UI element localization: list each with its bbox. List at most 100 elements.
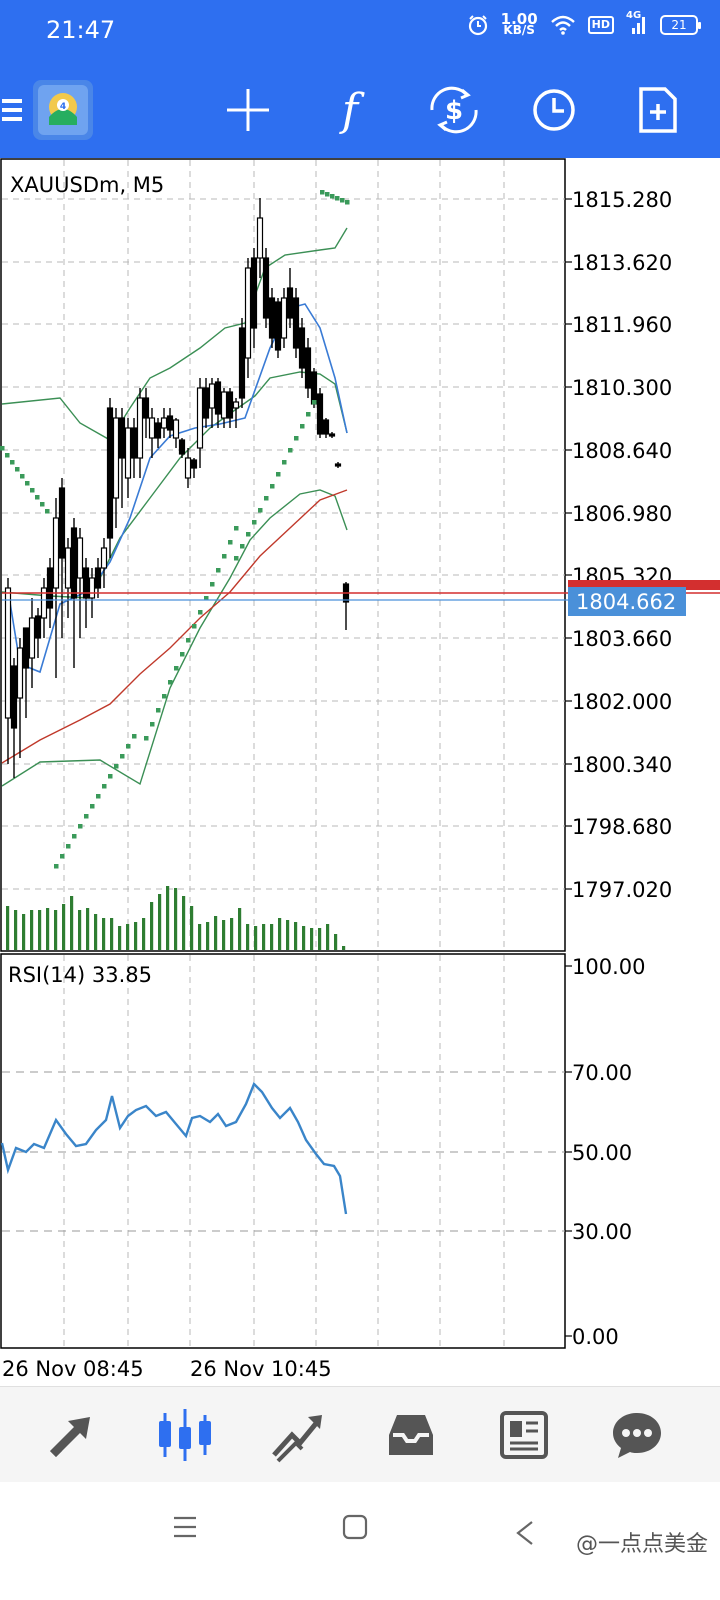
rsi-line — [0, 1081, 348, 1215]
sar-dot — [234, 526, 239, 531]
candle-body — [34, 615, 42, 639]
symbol-label: XAUUSDm, M5 — [10, 173, 164, 197]
sar-dot — [345, 200, 350, 205]
candle-body — [148, 417, 156, 439]
recents-button[interactable] — [170, 1512, 204, 1546]
candle-body — [316, 393, 324, 435]
candle-body — [76, 537, 84, 579]
volume-bar — [14, 910, 18, 950]
timeframe-icon[interactable] — [526, 62, 582, 158]
rsi-axis: 100.00 70.00 50.00 30.00 0.00 — [565, 955, 645, 1349]
bollinger-upper — [1, 227, 348, 441]
candle-body — [166, 415, 174, 431]
volume-bar — [78, 910, 82, 950]
candle-body — [322, 419, 330, 435]
price-tick-label: 1803.660 — [572, 627, 672, 651]
price-tick-label: 1797.020 — [572, 878, 672, 902]
candle-body — [28, 617, 36, 659]
candle-body — [310, 371, 318, 405]
home-button[interactable] — [340, 1512, 374, 1546]
trade-icon[interactable] — [248, 1387, 348, 1483]
currency-icon[interactable]: $ — [424, 62, 484, 158]
volume-bar — [334, 934, 338, 950]
parabolic-sar — [0, 190, 350, 869]
chart-grid — [2, 160, 565, 1347]
candle-body — [40, 587, 48, 619]
sar-dot — [10, 460, 15, 465]
rsi-tick-label: 100.00 — [572, 955, 645, 979]
candle-body — [304, 347, 312, 389]
app-logo[interactable]: 4 — [30, 62, 96, 158]
sar-dot — [252, 520, 257, 525]
history-icon[interactable] — [361, 1387, 461, 1483]
volume-bar — [6, 906, 10, 950]
price-chart[interactable]: XAUUSDm, M5 RSI(14) 33.85 1815.280 1813.6… — [0, 158, 720, 1386]
candle-body — [286, 287, 294, 319]
watermark: @一点点美金 — [575, 1532, 708, 1557]
volume-bar — [126, 924, 130, 950]
sar-dot — [270, 484, 275, 489]
svg-text:$: $ — [445, 96, 463, 126]
candle-body — [250, 257, 258, 329]
candle-body — [88, 577, 96, 599]
candle-body — [64, 547, 72, 589]
candlesticks — [4, 198, 350, 778]
candle-body — [226, 391, 234, 419]
sar-dot — [330, 194, 335, 199]
volume-bar — [142, 918, 146, 950]
quotes-icon[interactable] — [22, 1387, 122, 1483]
rsi-tick-label: 50.00 — [572, 1141, 632, 1165]
sar-dot — [180, 652, 185, 657]
sar-dot — [222, 554, 227, 559]
sar-dot — [132, 734, 137, 739]
sar-dot — [60, 854, 65, 859]
candle-body — [130, 427, 138, 459]
alarm-icon — [468, 15, 487, 36]
menu-icon[interactable] — [0, 62, 26, 158]
candle-body — [154, 422, 162, 439]
new-order-icon[interactable] — [630, 62, 686, 158]
candle-body — [232, 401, 240, 409]
sar-dot — [156, 708, 161, 713]
sar-dot — [66, 844, 71, 849]
candle-body — [238, 327, 246, 399]
ask-price-tag — [568, 580, 720, 590]
chart-icon[interactable] — [135, 1387, 235, 1483]
candle-body — [124, 427, 132, 479]
sar-dot — [204, 596, 209, 601]
sar-dot — [340, 198, 345, 203]
volume-bars — [6, 886, 346, 950]
volume-bar — [102, 918, 106, 950]
messages-icon[interactable] — [587, 1387, 687, 1483]
sar-dot — [288, 448, 293, 453]
sar-dot — [20, 474, 25, 479]
candle-body — [178, 439, 186, 455]
crosshair-icon[interactable] — [220, 62, 276, 158]
sar-dot — [102, 784, 107, 789]
sar-dot — [192, 624, 197, 629]
volume-bar — [342, 946, 346, 950]
net-speed: 1.00 KB/S — [500, 10, 538, 37]
volume-bar — [310, 928, 314, 950]
sar-dot — [320, 190, 325, 195]
candle-body — [160, 417, 168, 429]
indicators-icon[interactable]: f — [322, 62, 378, 158]
volume-bar — [286, 920, 290, 950]
sar-dot — [35, 495, 40, 500]
system-nav-bar: @一点点美金 — [0, 1482, 720, 1600]
candle-body — [142, 397, 150, 419]
sar-dot — [126, 744, 131, 749]
indicators-glyph: f — [341, 84, 359, 136]
back-button[interactable] — [512, 1518, 542, 1552]
sar-dot — [45, 509, 50, 514]
news-icon[interactable] — [474, 1387, 574, 1483]
chart-area[interactable]: XAUUSDm, M5 RSI(14) 33.85 1815.280 1813.6… — [0, 158, 720, 1386]
sar-dot — [54, 864, 59, 869]
candle-body — [70, 527, 78, 599]
candle-body — [82, 567, 90, 599]
volume-bar — [206, 922, 210, 950]
main-chart-frame — [0, 158, 566, 952]
candle-body — [118, 417, 126, 459]
current-price: 1804.662 — [576, 590, 676, 614]
candle-body — [112, 417, 120, 499]
